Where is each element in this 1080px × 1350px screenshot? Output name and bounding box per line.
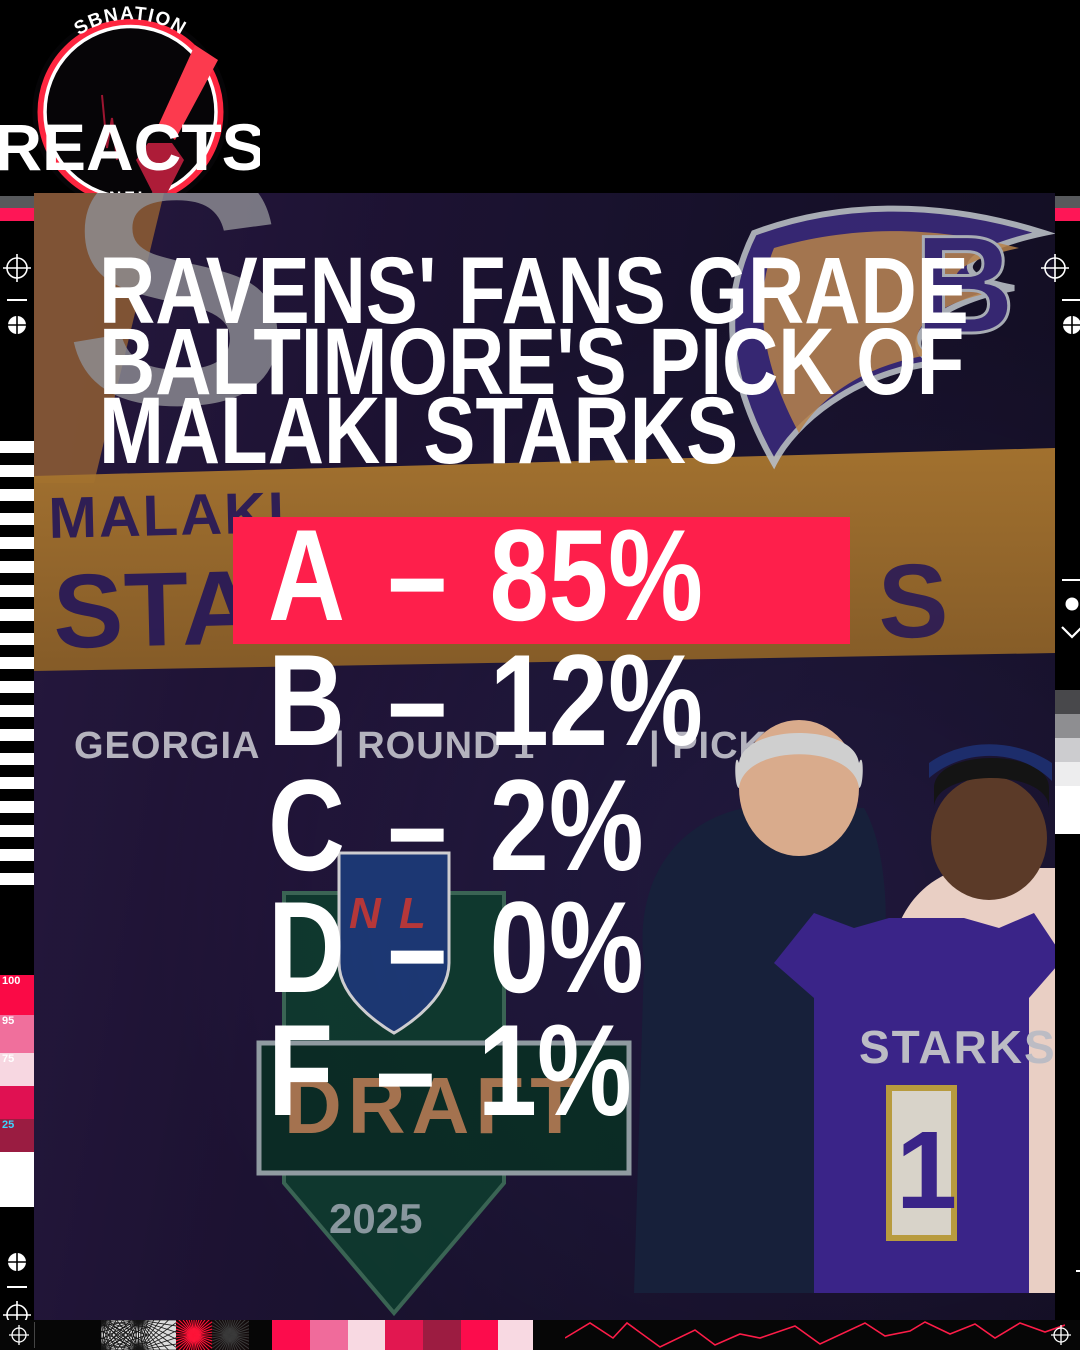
svg-text:2025: 2025 — [329, 1195, 422, 1242]
svg-text:STARKS: STARKS — [859, 1021, 1055, 1073]
svg-text:GEORGIA: GEORGIA — [74, 725, 260, 767]
svg-text:REACTS: REACTS — [0, 110, 260, 184]
svg-text:1: 1 — [896, 1109, 957, 1232]
svg-text:S: S — [877, 542, 950, 661]
